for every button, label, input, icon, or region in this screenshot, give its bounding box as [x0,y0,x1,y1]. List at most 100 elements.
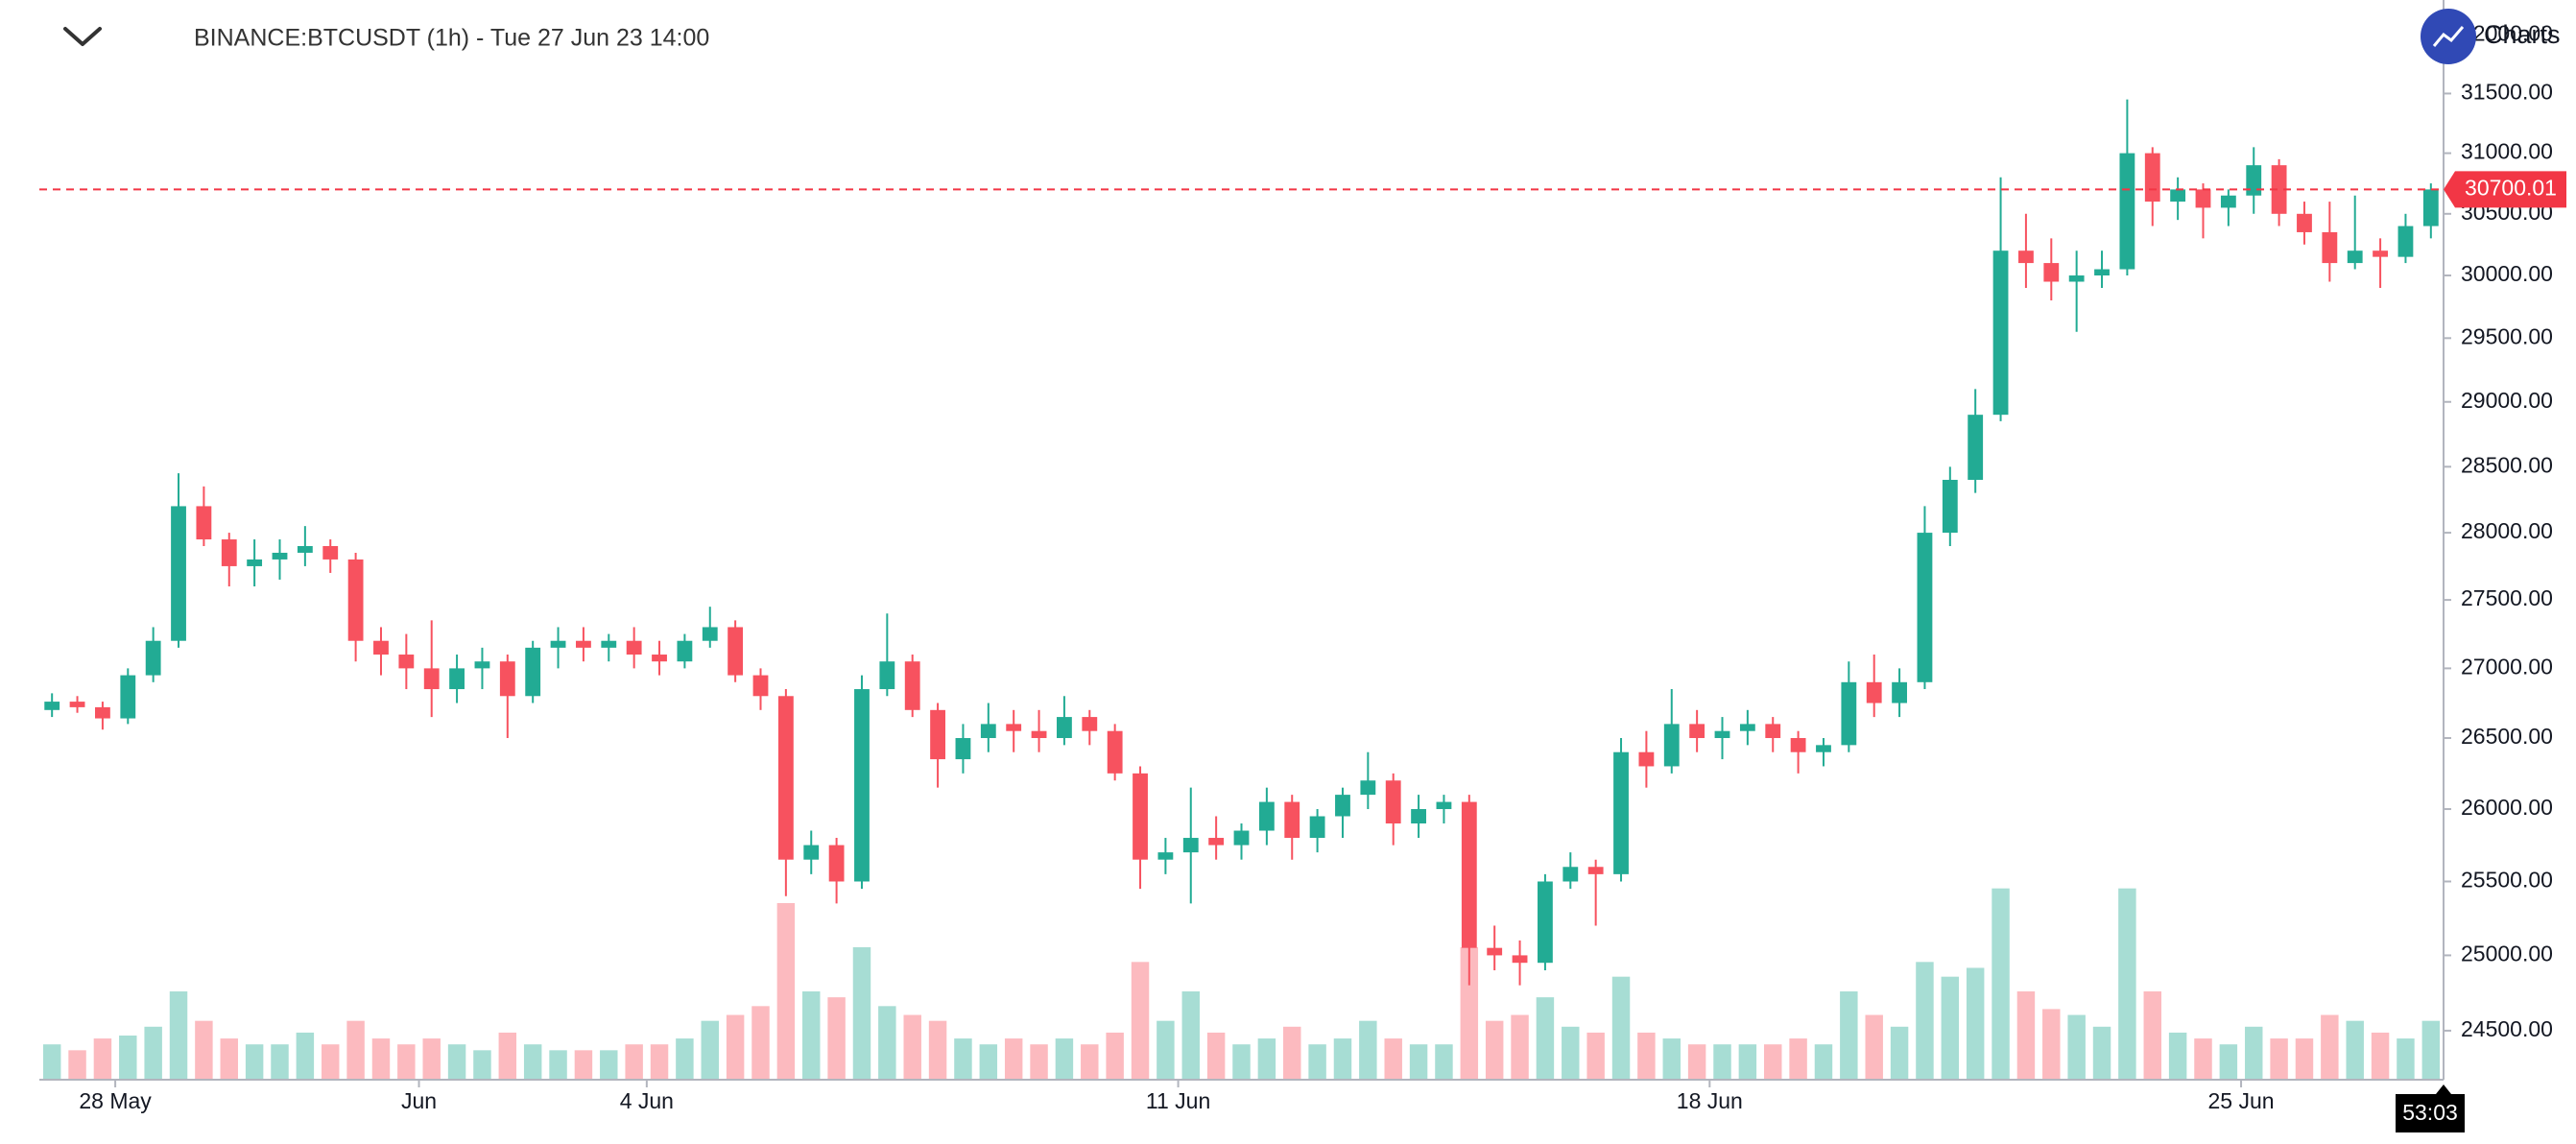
volume-bar [827,997,846,1080]
volume-bar [169,991,188,1080]
candle-body [1360,780,1376,796]
volume-bar [1789,1038,1807,1080]
volume-bar [1257,1038,1276,1080]
candle-body [652,655,667,662]
volume-bar [1916,962,1934,1080]
volume-bar [42,1044,61,1080]
candle-body [120,675,136,719]
candle-body [221,539,237,566]
axes-layer: 24500.00 25000.00 25500.00 26000.00 26500.00… [39,0,2566,1132]
candle-body [1714,730,1730,739]
y-tick-label: 26000.00 [2461,795,2553,820]
volume-bar [1206,1032,1226,1080]
volume-bar [1687,1044,1706,1080]
candle-body [474,661,490,669]
volume-bar [93,1038,112,1080]
candle-body [1461,801,1477,948]
x-tick-label: 25 Jun [2208,1088,2275,1113]
y-tick-label: 32000.00 [2461,20,2553,45]
volume-bar [1738,1044,1757,1080]
volume-bar [776,903,796,1080]
candle-body [626,640,642,655]
volume-bar [802,991,821,1080]
candle-body [373,640,389,655]
volume-bar [1359,1020,1377,1080]
volume-bar [878,1006,896,1080]
candle-body [828,845,845,882]
candle-body [2043,263,2060,282]
timer-label: 53:03 [2402,1100,2458,1125]
volume-bar [1941,976,1960,1080]
candle-body [1006,724,1022,731]
y-tick-label: 27500.00 [2461,585,2553,610]
candle-body [702,627,718,641]
volume-bar [119,1036,137,1080]
candle-body [1841,681,1857,746]
candle-body [1562,867,1579,882]
volume-bar [625,1044,643,1080]
volume-bar [2067,1014,2086,1080]
candle-body [1157,852,1174,860]
candle-body [1663,724,1680,767]
candle-body [1512,955,1528,964]
volume-bar [271,1044,289,1080]
volume-bar [1840,991,1858,1080]
candle-body [196,506,212,540]
candle-body [1107,730,1123,774]
candle-body [398,655,415,669]
y-tick-label: 25500.00 [2461,868,2553,893]
volume-bar [1511,1014,1529,1080]
candle-body [854,689,870,882]
chart-title: BINANCE:BTCUSDT (1h) - Tue 27 Jun 23 14:… [194,25,709,52]
candle-body [879,661,895,690]
collapse-chevron[interactable] [63,27,102,46]
volume-bar [523,1044,542,1080]
candle-body [2170,189,2186,203]
y-tick-label: 27000.00 [2461,654,2553,679]
candle-body [1436,801,1452,810]
volume-bar [650,1044,669,1080]
candle-layer [44,99,2439,986]
volume-bar [751,1006,770,1080]
candle-body [1866,681,1882,703]
volume-bar [1992,888,2010,1080]
volume-bar [1662,1038,1681,1080]
x-tick-label: 11 Jun [1146,1088,1210,1113]
candle-body [2397,226,2414,257]
candle-body [601,640,617,648]
volume-bar [447,1044,466,1080]
volume-bar [296,1032,315,1080]
volume-bar [1586,1032,1605,1080]
candle-body [2220,195,2236,208]
candle-body [752,675,769,697]
candle-body [550,640,566,648]
logo-text: Charts [2484,20,2561,49]
x-tick-label: Jun [401,1088,437,1113]
volume-bar [1157,1020,1175,1080]
volume-bar [1181,991,1200,1080]
volume-bar [1637,1032,1656,1080]
candle-body [525,647,541,697]
volume-bar [2092,1026,2111,1080]
candle-body [1411,809,1426,824]
logo-icon [2432,26,2465,47]
candle-body [347,559,364,641]
candle-body [576,640,591,648]
last-price-label: 30700.01 [2465,175,2557,200]
candle-body [2246,165,2262,196]
candle-body [449,668,465,690]
candle-body [2422,189,2439,226]
y-tick-label: 30000.00 [2461,261,2553,286]
candle-body [1613,751,1629,874]
volume-bar [422,1038,441,1080]
volume-bar [2346,1020,2364,1080]
candle-body [69,702,85,707]
volume-bar [1460,947,1479,1080]
y-tick-label: 31500.00 [2461,80,2553,105]
candle-body [1892,681,1907,703]
candle-body [727,627,744,676]
volume-bar [322,1044,340,1080]
volume-bar [1081,1044,1099,1080]
candle-body [955,738,971,760]
